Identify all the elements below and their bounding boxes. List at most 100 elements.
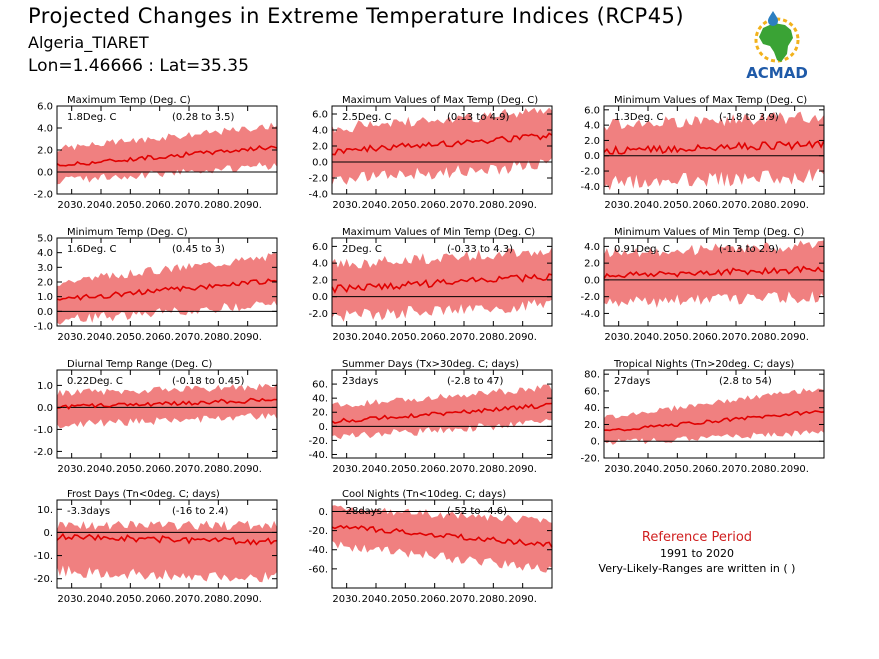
x-tick-label: 2070. [450,200,479,211]
chart-title: Minimum Values of Max Temp (Deg. C) [614,95,807,106]
x-tick-label: 2040. [87,594,116,605]
x-tick-label: 2040. [634,464,663,475]
chart-tx: 6.0 4.0 2.0 0.0 -2.0 2030. 2040. 2050. 2060. 2070… [33,95,278,211]
y-tick-label: 60. [312,380,328,391]
change-summary: 2Deg. C [342,244,382,255]
x-tick-label: 2060. [420,464,449,475]
change-summary: -28days [342,506,382,517]
y-tick-label: 20. [312,408,328,419]
x-tick-label: 2080. [479,464,508,475]
likely-range-band [332,384,552,440]
y-tick-label: 10. [37,505,53,516]
likely-range-band [57,122,277,185]
change-summary: 1.3Deg. C [614,112,663,123]
location-label: Algeria_TIARET [28,33,149,52]
y-tick-label: -1.0 [33,425,53,436]
y-tick-label: 0.0 [312,292,328,303]
y-tick-label: -2.0 [33,190,53,201]
y-tick-label: -2.0 [308,174,328,185]
plot-frame [331,369,553,459]
y-tick-label: -4.0 [580,182,600,193]
y-tick-label: -10. [33,551,53,562]
likely-range-label: (0.13 to 4.9) [447,112,509,123]
x-tick-label: 2030. [57,200,86,211]
x-tick-label: 2040. [362,200,391,211]
x-tick-label: 2040. [87,200,116,211]
x-tick-label: 2090. [780,332,809,343]
x-tick-label: 2050. [116,332,145,343]
y-tick-label: 0.0 [584,275,600,286]
x-tick-label: 2090. [233,200,262,211]
y-tick-label: -20. [33,574,53,585]
y-tick-label: 4.0 [37,248,53,259]
chart-fd: 10.0.-10.-20.2030. 2040. 2050. 2060. 2070. 20… [33,489,278,605]
y-tick-label: 2.0 [584,136,600,147]
ensemble-mean-line [56,278,278,301]
y-tick-label: -2.0 [33,447,53,458]
chart-title: Maximum Values of Min Temp (Deg. C) [342,227,535,238]
likely-range-label: (2.8 to 54) [719,376,772,387]
x-tick-label: 2050. [391,200,420,211]
change-summary: 0.91Deg. C [614,244,670,255]
likely-range-band [604,388,824,445]
x-tick-label: 2050. [663,200,692,211]
plot-frame [331,237,553,327]
x-tick-label: 2070. [175,464,204,475]
x-tick-label: 2050. [663,332,692,343]
likely-range-band [604,111,824,191]
x-tick-label: 2090. [508,594,537,605]
likely-range-label: (-0.18 to 0.45) [172,376,244,387]
x-tick-label: 2060. [420,594,449,605]
x-tick-label: 2030. [332,200,361,211]
likely-range-band [332,107,552,186]
coordinates-label: Lon=1.46666 : Lat=35.35 [28,56,249,76]
y-tick-label: -40. [308,450,328,461]
y-tick-label: -20. [308,526,328,537]
chart-title: Diurnal Temp Range (Deg. C) [67,359,212,370]
plot-frame [603,237,825,327]
reference-period-legend: Reference Period 1991 to 2020 Very-Likel… [592,530,802,575]
y-tick-label: 0.0 [584,151,600,162]
chart-title: Minimum Temp (Deg. C) [67,227,188,238]
x-tick-label: 2060. [145,200,174,211]
plot-frame [603,369,825,459]
y-tick-label: 6.0 [37,102,53,113]
x-tick-label: 2040. [87,464,116,475]
x-tick-label: 2080. [204,200,233,211]
likely-range-band [57,382,277,429]
x-tick-label: 2040. [634,332,663,343]
y-tick-label: 2.0 [584,259,600,270]
x-tick-label: 2040. [87,332,116,343]
y-tick-label: 80. [584,370,600,381]
y-tick-label: -60. [308,564,328,575]
x-tick-label: 2070. [722,332,751,343]
y-tick-label: 0. [590,437,600,448]
y-tick-label: 0.0 [37,168,53,179]
chart-tr: 80.60.40.20.0.-20.2030. 2040. 2050. 2060. 20… [580,359,825,475]
x-tick-label: 2080. [204,332,233,343]
x-tick-label: 2050. [116,200,145,211]
likely-range-band [332,247,552,322]
y-tick-label: 2.0 [37,146,53,157]
x-tick-label: 2080. [751,200,780,211]
y-tick-label: -2.0 [308,309,328,320]
x-tick-label: 2040. [362,464,391,475]
logo-text: ACMAD [746,64,808,82]
x-tick-label: 2080. [751,332,780,343]
x-tick-label: 2080. [204,464,233,475]
y-tick-label: 40. [584,403,600,414]
likely-range-label: (-2.8 to 47) [447,376,504,387]
x-tick-label: 2050. [391,332,420,343]
x-tick-label: 2090. [508,332,537,343]
x-tick-label: 2070. [450,332,479,343]
x-tick-label: 2030. [604,464,633,475]
y-tick-label: 1.0 [37,292,53,303]
y-tick-label: 5.0 [37,234,53,245]
plot-frame [56,369,278,459]
x-tick-label: 2050. [391,594,420,605]
y-tick-label: -2.0 [580,167,600,178]
likely-range-label: (-52 to -4.6) [447,506,507,517]
ensemble-mean-line [331,402,553,424]
y-tick-label: -1.0 [33,322,53,333]
chart-title: Cool Nights (Tn<10deg. C; days) [342,489,506,500]
